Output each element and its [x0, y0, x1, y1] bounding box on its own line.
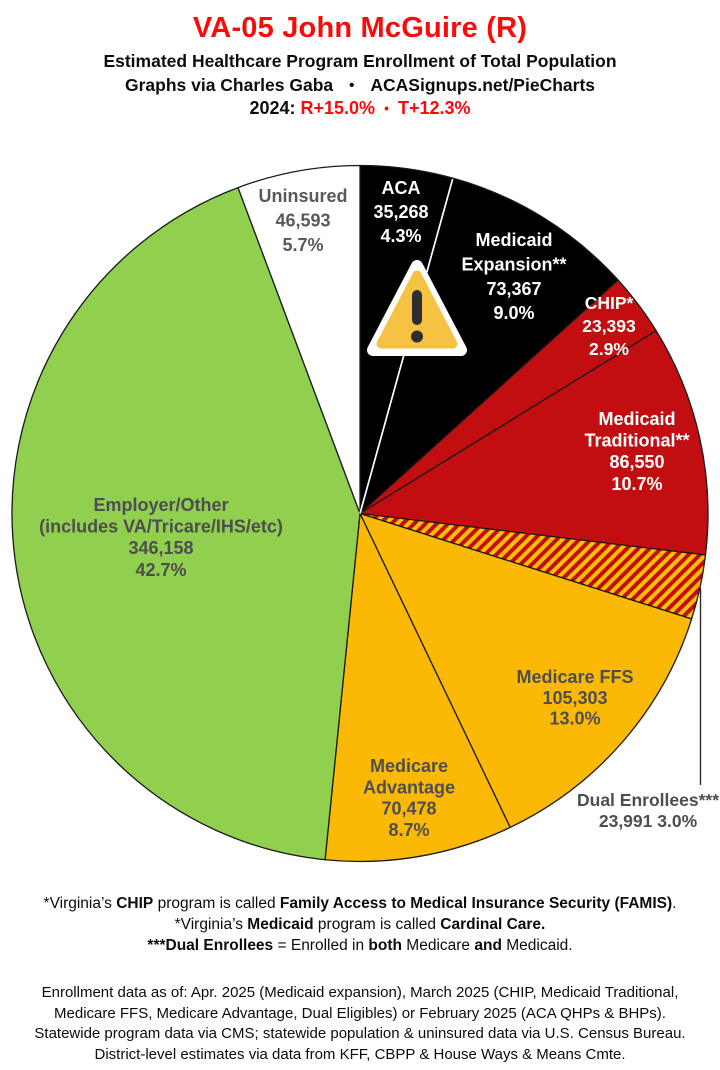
chart-attribution: Graphs via Charles Gaba • ACASignups.net/P…	[0, 72, 720, 99]
svg-text:2.9%: 2.9%	[589, 339, 629, 359]
pie-slice-medicare-advantage	[324, 512, 511, 863]
source-note: Enrollment data as of: Apr. 2025 (Medica…	[0, 983, 720, 1065]
pie-slice-uninsured	[237, 164, 361, 515]
svg-text:346,158: 346,158	[128, 538, 193, 558]
svg-text:Medicare: Medicare	[370, 756, 448, 776]
svg-text:105,303: 105,303	[542, 688, 607, 708]
attribution-author: Graphs via Charles Gaba	[124, 75, 334, 95]
source-note-line: District-level estimates via data from K…	[94, 1045, 626, 1063]
pie-chart-svg: ACA 35,268 4.3% Medicaid Expansion** 73,367 9.…	[11, 164, 719, 863]
footnote-line: *Virginia’s CHIP program is called Famil…	[43, 895, 677, 912]
footnote-line: *Virginia’s Medicaid program is called C…	[174, 916, 546, 933]
svg-text:Advantage: Advantage	[363, 777, 455, 797]
slice-label-medicaid-expansion: Medicaid Expansion** 73,367 9.0%	[461, 230, 566, 323]
bullet-separator-icon: •	[349, 77, 355, 94]
pie-slice-medicaid-traditional	[359, 330, 709, 556]
svg-text:ACA: ACA	[382, 178, 421, 198]
footnote-line: ***Dual Enrollees = Enrolled in both Med…	[147, 937, 573, 954]
svg-text:Traditional**: Traditional**	[584, 431, 689, 451]
svg-text:Medicaid: Medicaid	[475, 230, 552, 250]
slice-label-chip: CHIP* 23,393 2.9%	[582, 293, 636, 359]
svg-text:70,478: 70,478	[381, 799, 436, 819]
svg-text:CHIP*: CHIP*	[585, 293, 634, 313]
partisan-t-lean: T+12.3%	[397, 98, 471, 118]
footnotes: *Virginia’s CHIP program is called Famil…	[0, 893, 720, 956]
svg-text:10.7%: 10.7%	[611, 474, 662, 494]
attribution-site: ACASignups.net/PieCharts	[370, 75, 596, 95]
slice-label-employer-other-includes-va-tricare-ihs-etc: Employer/Other(includes VA/Tricare/IHS/e…	[39, 495, 283, 580]
source-note-line: Enrollment data as of: Apr. 2025 (Medica…	[41, 984, 679, 1001]
svg-text:23,991 3.0%: 23,991 3.0%	[599, 811, 698, 831]
svg-text:9.0%: 9.0%	[493, 303, 534, 323]
pie-slice-employer-other-includes-va-tricare-ihs-etc	[11, 186, 361, 861]
svg-text:Medicare FFS: Medicare FFS	[516, 667, 633, 687]
svg-text:73,367: 73,367	[486, 279, 541, 299]
svg-text:5.7%: 5.7%	[282, 235, 323, 255]
slice-label-dual-enrollees: Dual Enrollees***23,991 3.0%	[577, 790, 719, 831]
svg-text:4.3%: 4.3%	[380, 226, 421, 246]
svg-text:86,550: 86,550	[609, 452, 664, 472]
pie-slice-labels: ACA 35,268 4.3% Medicaid Expansion** 73,367 9.…	[39, 178, 719, 840]
source-note-line: Medicare FFS, Medicare Advantage, Dual E…	[54, 1004, 666, 1022]
svg-text:8.7%: 8.7%	[388, 820, 429, 840]
svg-text:Medicaid: Medicaid	[598, 409, 675, 429]
svg-text:Dual Enrollees***: Dual Enrollees***	[577, 790, 719, 810]
partisan-r-lean: R+15.0%	[300, 98, 376, 118]
partisan-lean-line: 2024: R+15.0% • T+12.3%	[0, 95, 720, 121]
pie-slices	[11, 164, 709, 863]
svg-text:42.7%: 42.7%	[135, 560, 186, 580]
slice-label-uninsured: Uninsured 46,593 5.7%	[258, 186, 347, 255]
partisan-year-label: 2024:	[249, 98, 296, 118]
svg-text:35,268: 35,268	[373, 202, 428, 222]
svg-text:13.0%: 13.0%	[549, 709, 600, 729]
svg-text:Employer/Other: Employer/Other	[93, 495, 228, 515]
pie-slice-medicare-ffs	[359, 512, 693, 829]
warning-triangle-icon	[367, 260, 467, 356]
chart-subtitle: Estimated Healthcare Program Enrollment …	[103, 51, 617, 71]
svg-text:(includes VA/Tricare/IHS/etc): (includes VA/Tricare/IHS/etc)	[39, 517, 283, 537]
svg-text:Expansion**: Expansion**	[461, 254, 566, 274]
svg-text:Uninsured: Uninsured	[258, 186, 347, 206]
bullet-separator-icon: •	[384, 100, 389, 116]
chart-title: VA-05 John McGuire (R)	[192, 12, 528, 44]
svg-text:46,593: 46,593	[275, 210, 330, 230]
svg-text:23,393: 23,393	[582, 316, 636, 336]
source-note-line: Statewide program data via CMS; statewid…	[34, 1025, 686, 1042]
pie-chart: ACA 35,268 4.3% Medicaid Expansion** 73,367 9.…	[0, 160, 720, 870]
slice-label-aca: ACA 35,268 4.3%	[373, 178, 428, 246]
pie-slice-medicaid-expansion	[359, 177, 619, 515]
